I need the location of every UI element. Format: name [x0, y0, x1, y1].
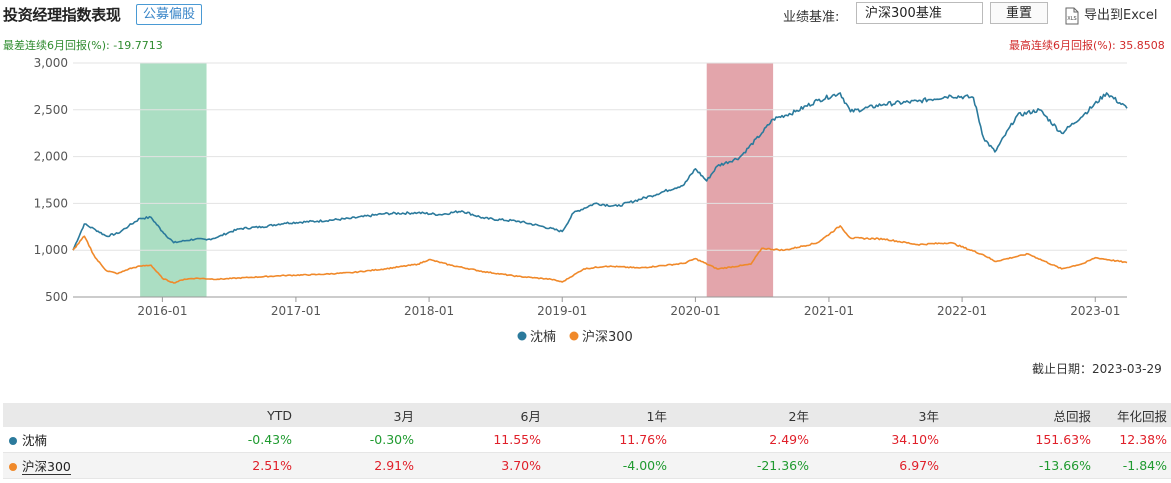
col-header-3m: 3月	[296, 403, 418, 427]
col-header-3y: 3年	[813, 403, 943, 427]
col-header-name	[3, 403, 175, 427]
performance-chart: 500 1,000 1,500 2,000 2,500 3,000 2016-01 2017-…	[34, 56, 1128, 345]
page-title: 投资经理指数表现	[3, 6, 121, 24]
x-tick-label: 2018-01	[404, 304, 454, 318]
cell-2y: -21.36%	[671, 452, 813, 479]
col-header-2y: 2年	[671, 403, 813, 427]
x-tick-label: 2016-01	[137, 304, 187, 318]
x-tick-label: 2017-01	[271, 304, 321, 318]
col-header-ytd: YTD	[175, 403, 296, 427]
worst-period-band	[140, 63, 207, 297]
cell-3m: -0.30%	[296, 427, 418, 453]
col-header-total: 总回报	[943, 403, 1095, 427]
table-row: 沪深300 2.51% 2.91% 3.70% -4.00% -21.36% 6…	[3, 452, 1171, 479]
x-tick-label: 2021-01	[804, 304, 854, 318]
y-tick-label: 2,500	[34, 103, 68, 117]
cell-3y: 34.10%	[813, 427, 943, 453]
cell-3m: 2.91%	[296, 452, 418, 479]
export-label: 导出到Excel	[1084, 8, 1158, 23]
y-tick-label: 2,000	[34, 150, 68, 164]
row-name-cell: 沪深300	[3, 452, 175, 479]
cutoff-date: 截止日期：2023-03-29	[1032, 362, 1162, 376]
series-dot-icon	[9, 463, 17, 471]
cell-total: -13.66%	[943, 452, 1095, 479]
table-header-row: YTD 3月 6月 1年 2年 3年 总回报 年化回报	[3, 403, 1171, 427]
x-tick-label: 2019-01	[537, 304, 587, 318]
benchmark-input[interactable]: 沪深300基准	[856, 2, 983, 24]
cell-ytd: -0.43%	[175, 427, 296, 453]
legend-marker-icon	[569, 331, 579, 341]
series-line-hs300	[72, 225, 1128, 284]
cell-1y: 11.76%	[545, 427, 671, 453]
x-tick-label: 2023-01	[1070, 304, 1120, 318]
col-header-1y: 1年	[545, 403, 671, 427]
y-tick-label: 500	[45, 290, 68, 304]
x-tick-label: 2020-01	[670, 304, 720, 318]
col-header-6m: 6月	[418, 403, 545, 427]
row-name: 沈楠	[22, 433, 48, 448]
cell-annualized: -1.84%	[1095, 452, 1171, 479]
y-tick-label: 3,000	[34, 56, 68, 70]
performance-table: YTD 3月 6月 1年 2年 3年 总回报 年化回报 沈楠 -0.43% -0…	[3, 403, 1171, 479]
cell-2y: 2.49%	[671, 427, 813, 453]
legend-marker-icon	[517, 331, 527, 341]
reset-button[interactable]: 重置	[990, 2, 1048, 24]
row-name-cell: 沈楠	[3, 427, 175, 453]
cell-ytd: 2.51%	[175, 452, 296, 479]
svg-text:XLS: XLS	[1067, 16, 1076, 22]
y-tick-label: 1,000	[34, 243, 68, 257]
legend-item-shennan: 沈楠	[530, 330, 556, 345]
series-line-shennan	[72, 92, 1128, 251]
cell-6m: 3.70%	[418, 452, 545, 479]
best-6m-return: 最高连续6月回报(%): 35.8508	[1009, 39, 1165, 52]
cell-annualized: 12.38%	[1095, 427, 1171, 453]
series-dot-icon	[9, 437, 17, 445]
cell-total: 151.63%	[943, 427, 1095, 453]
best-period-band	[706, 63, 774, 297]
cell-6m: 11.55%	[418, 427, 545, 453]
legend-item-hs300: 沪深300	[582, 329, 633, 345]
fund-type-tag[interactable]: 公募偏股	[136, 4, 203, 25]
benchmark-link[interactable]: 沪深300	[22, 459, 71, 475]
col-header-annualized: 年化回报	[1095, 403, 1171, 427]
y-tick-label: 1,500	[34, 196, 68, 210]
excel-file-icon: XLS	[1065, 7, 1079, 24]
worst-6m-return: 最差连续6月回报(%): -19.7713	[3, 39, 163, 52]
benchmark-label: 业绩基准:	[783, 10, 840, 25]
x-tick-label: 2022-01	[937, 304, 987, 318]
table-row: 沈楠 -0.43% -0.30% 11.55% 11.76% 2.49% 34.…	[3, 427, 1171, 453]
cell-1y: -4.00%	[545, 452, 671, 479]
cell-3y: 6.97%	[813, 452, 943, 479]
header-bar: 投资经理指数表现 公募偏股 业绩基准: 沪深300基准 重置 XLS 导出到Ex…	[0, 0, 1171, 30]
export-excel-button[interactable]: XLS 导出到Excel	[1064, 4, 1157, 25]
